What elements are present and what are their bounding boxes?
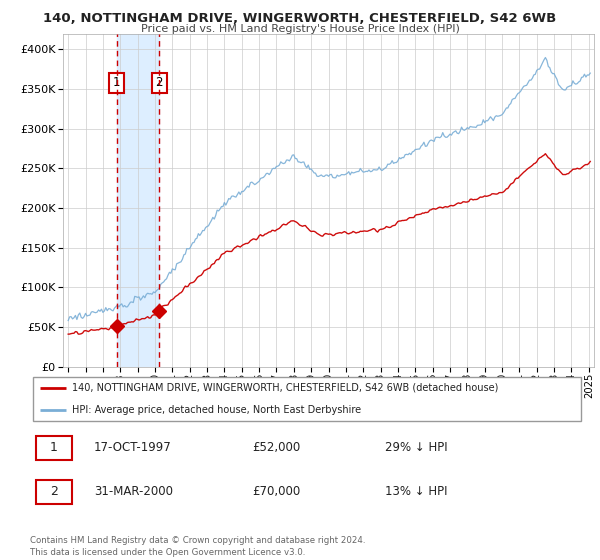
Text: £70,000: £70,000 (252, 485, 300, 498)
Text: 13% ↓ HPI: 13% ↓ HPI (385, 485, 448, 498)
Text: 31-MAR-2000: 31-MAR-2000 (94, 485, 173, 498)
Text: 140, NOTTINGHAM DRIVE, WINGERWORTH, CHESTERFIELD, S42 6WB: 140, NOTTINGHAM DRIVE, WINGERWORTH, CHES… (43, 12, 557, 25)
Text: 17-OCT-1997: 17-OCT-1997 (94, 441, 172, 454)
Text: 2: 2 (155, 76, 163, 89)
Text: 29% ↓ HPI: 29% ↓ HPI (385, 441, 448, 454)
Text: HPI: Average price, detached house, North East Derbyshire: HPI: Average price, detached house, Nort… (71, 405, 361, 416)
Bar (117, 34, 160, 367)
Text: £52,000: £52,000 (252, 441, 300, 454)
FancyBboxPatch shape (35, 436, 71, 460)
FancyBboxPatch shape (35, 479, 71, 504)
Text: 140, NOTTINGHAM DRIVE, WINGERWORTH, CHESTERFIELD, S42 6WB (detached house): 140, NOTTINGHAM DRIVE, WINGERWORTH, CHES… (71, 382, 498, 393)
Text: Price paid vs. HM Land Registry's House Price Index (HPI): Price paid vs. HM Land Registry's House … (140, 24, 460, 34)
Text: 1: 1 (50, 441, 58, 454)
Text: Contains HM Land Registry data © Crown copyright and database right 2024.
This d: Contains HM Land Registry data © Crown c… (30, 536, 365, 557)
Text: 1: 1 (113, 76, 121, 89)
Text: 2: 2 (50, 485, 58, 498)
FancyBboxPatch shape (33, 377, 581, 421)
